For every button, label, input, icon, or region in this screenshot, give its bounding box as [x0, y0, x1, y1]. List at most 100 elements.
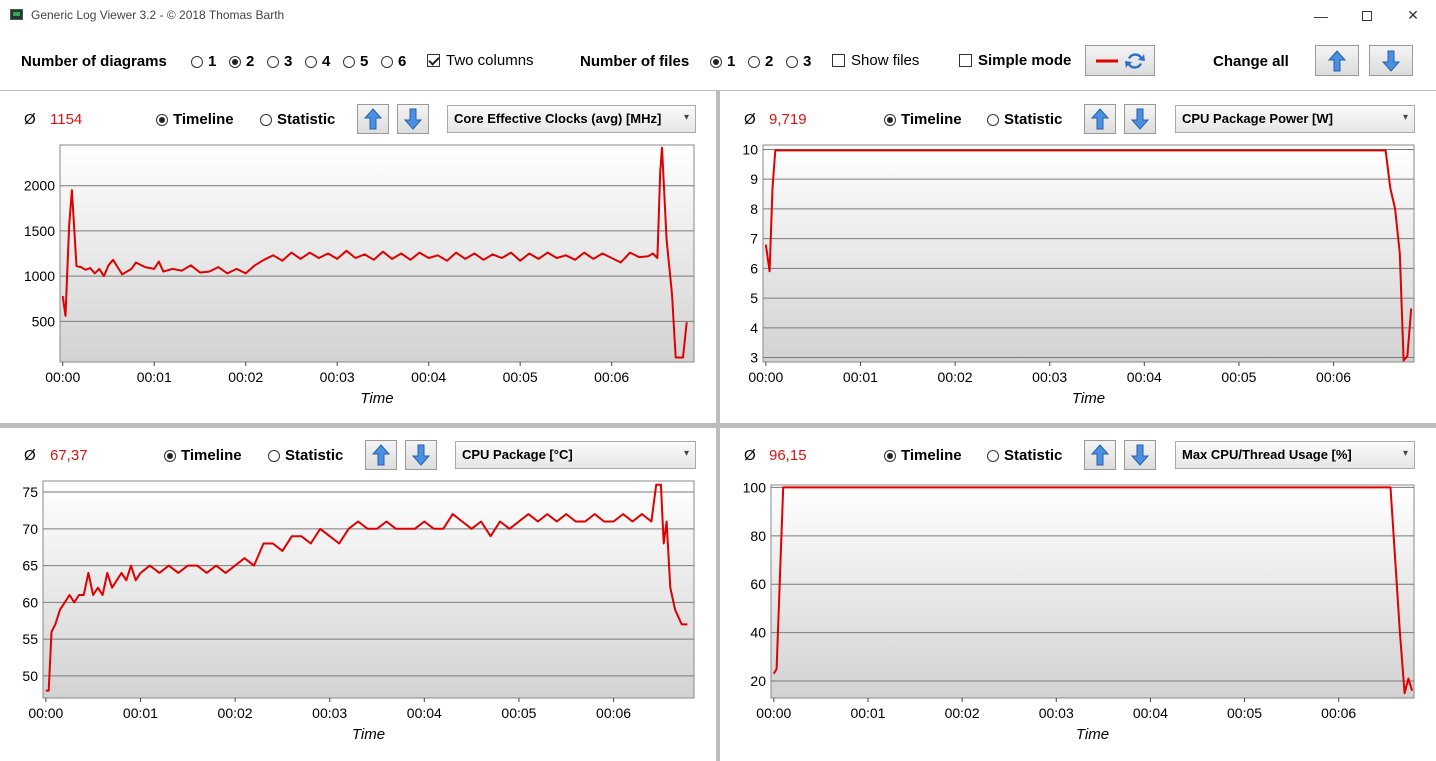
radio-dot: [884, 113, 896, 126]
diagrams-radio-6[interactable]: 6: [381, 53, 406, 70]
sensor-select-value: CPU Package Power [W]: [1182, 111, 1333, 126]
x-tick-label: 00:04: [1133, 705, 1168, 721]
diagrams-radio-3[interactable]: 3: [267, 53, 292, 70]
radio-dot: [229, 55, 241, 68]
statistic-radio[interactable]: Statistic: [987, 111, 1062, 128]
checkbox-box: [832, 54, 845, 67]
two-columns-checkbox[interactable]: Two columns: [427, 52, 534, 69]
statistic-radio[interactable]: Statistic: [987, 447, 1062, 464]
x-tick-label: 00:00: [28, 705, 63, 721]
statistic-radio[interactable]: Statistic: [268, 447, 343, 464]
x-tick-label: 00:06: [594, 369, 629, 385]
diagrams-radio-5[interactable]: 5: [343, 53, 368, 70]
radio-label: 1: [208, 53, 217, 70]
simple-mode-label: Simple mode: [978, 52, 1072, 69]
diagram-panel-4: Ø 96,15 Timeline Statistic Max CPU/Threa…: [720, 428, 1436, 761]
statistic-label: Statistic: [1004, 447, 1063, 464]
sensor-select[interactable]: Max CPU/Thread Usage [%] ▾: [1175, 441, 1415, 469]
show-files-checkbox[interactable]: Show files: [832, 52, 919, 69]
arrow-up-icon: [1328, 49, 1346, 71]
timeline-label: Timeline: [901, 111, 962, 128]
timeline-radio[interactable]: Timeline: [164, 447, 242, 464]
y-tick-label: 7: [750, 231, 758, 247]
diagrams-radio-1[interactable]: 1: [191, 53, 216, 70]
x-tick-label: 00:04: [407, 705, 442, 721]
y-tick-label: 20: [750, 673, 766, 689]
x-tick-label: 00:04: [1127, 369, 1162, 385]
files-radio-1[interactable]: 1: [710, 53, 735, 70]
y-tick-label: 60: [22, 594, 38, 610]
statistic-label: Statistic: [277, 111, 336, 128]
y-tick-label: 4: [750, 320, 758, 336]
radio-dot: [343, 55, 355, 68]
panel-up-button[interactable]: [1084, 104, 1116, 134]
x-tick-label: 00:03: [1032, 369, 1067, 385]
files-radio-2[interactable]: 2: [748, 53, 773, 70]
panel-down-button[interactable]: [397, 104, 429, 134]
diagram-panel-1: Ø 1154 Timeline Statistic Core Effective…: [0, 92, 716, 423]
average-symbol: Ø: [24, 447, 36, 464]
files-radio-3[interactable]: 3: [786, 53, 811, 70]
line-style-button[interactable]: [1085, 45, 1155, 76]
timeline-radio[interactable]: Timeline: [156, 111, 234, 128]
x-axis-title: Time: [352, 726, 385, 743]
radio-label: 2: [765, 53, 774, 70]
x-tick-label: 00:06: [1321, 705, 1356, 721]
panel-up-button[interactable]: [365, 440, 397, 470]
timeline-radio[interactable]: Timeline: [884, 111, 962, 128]
change-all-down-button[interactable]: [1369, 45, 1413, 76]
maximize-button[interactable]: [1344, 0, 1390, 31]
horizontal-splitter[interactable]: [0, 423, 1436, 428]
x-tick-label: 00:02: [938, 369, 973, 385]
radio-dot: [748, 55, 760, 68]
diagrams-radio-4[interactable]: 4: [305, 53, 330, 70]
num-diagrams-label: Number of diagrams: [21, 53, 167, 70]
radio-dot: [381, 55, 393, 68]
sensor-select[interactable]: CPU Package [°C] ▾: [455, 441, 696, 469]
chart-1: 500 1000 1500 2000 00:00 00:01 00:02 00:03 00:04…: [24, 144, 695, 407]
change-all-up-button[interactable]: [1315, 45, 1359, 76]
diagrams-radio-2[interactable]: 2: [229, 53, 254, 70]
x-tick-label: 00:06: [1316, 369, 1351, 385]
y-tick-label: 40: [750, 625, 766, 641]
timeline-radio[interactable]: Timeline: [884, 447, 962, 464]
sensor-select[interactable]: Core Effective Clocks (avg) [MHz] ▾: [447, 105, 696, 133]
timeline-label: Timeline: [181, 447, 242, 464]
close-button[interactable]: ✕: [1390, 0, 1436, 31]
x-tick-label: 00:02: [228, 369, 263, 385]
x-tick-label: 00:03: [1039, 705, 1074, 721]
chart-4: 20 40 60 80 100 00:00 00:01 00:02 00:03 00:04 00:0…: [743, 479, 1415, 743]
panel-down-button[interactable]: [405, 440, 437, 470]
sensor-select[interactable]: CPU Package Power [W] ▾: [1175, 105, 1415, 133]
series-line: [772, 486, 1414, 695]
x-tick-label: 00:01: [850, 705, 885, 721]
simple-mode-checkbox[interactable]: Simple mode: [959, 52, 1071, 69]
radio-label: 3: [284, 53, 293, 70]
panel-down-button[interactable]: [1124, 104, 1156, 134]
sensor-select-value: CPU Package [°C]: [462, 447, 573, 462]
diagram-panel-3: Ø 67,37 Timeline Statistic CPU Package […: [0, 428, 716, 761]
y-tick-label: 8: [750, 201, 758, 217]
x-axis-title: Time: [1072, 390, 1105, 407]
minimize-button[interactable]: —: [1298, 0, 1344, 31]
radio-dot: [987, 113, 999, 126]
y-tick-label: 1500: [24, 223, 55, 239]
y-tick-label: 10: [742, 141, 758, 157]
average-value: 67,37: [50, 447, 88, 464]
statistic-label: Statistic: [1004, 111, 1063, 128]
arrow-down-icon: [1382, 50, 1400, 72]
statistic-radio[interactable]: Statistic: [260, 111, 335, 128]
plot-area: [762, 144, 1415, 363]
arrow-up-icon: [372, 444, 390, 466]
panel-up-button[interactable]: [357, 104, 389, 134]
chart-2: 3 4 5 6 7 8 9 10 00:00 00:01 00:02 00:03 00:04 00:05 0…: [742, 141, 1415, 407]
radio-label: 6: [398, 53, 407, 70]
x-tick-label: 00:06: [596, 705, 631, 721]
y-tick-label: 2000: [24, 178, 55, 194]
y-tick-label: 60: [750, 576, 766, 592]
panel-up-button[interactable]: [1084, 440, 1116, 470]
line-style-icon: [1096, 52, 1145, 69]
y-tick-label: 100: [743, 479, 767, 495]
radio-dot: [268, 449, 280, 462]
panel-down-button[interactable]: [1124, 440, 1156, 470]
